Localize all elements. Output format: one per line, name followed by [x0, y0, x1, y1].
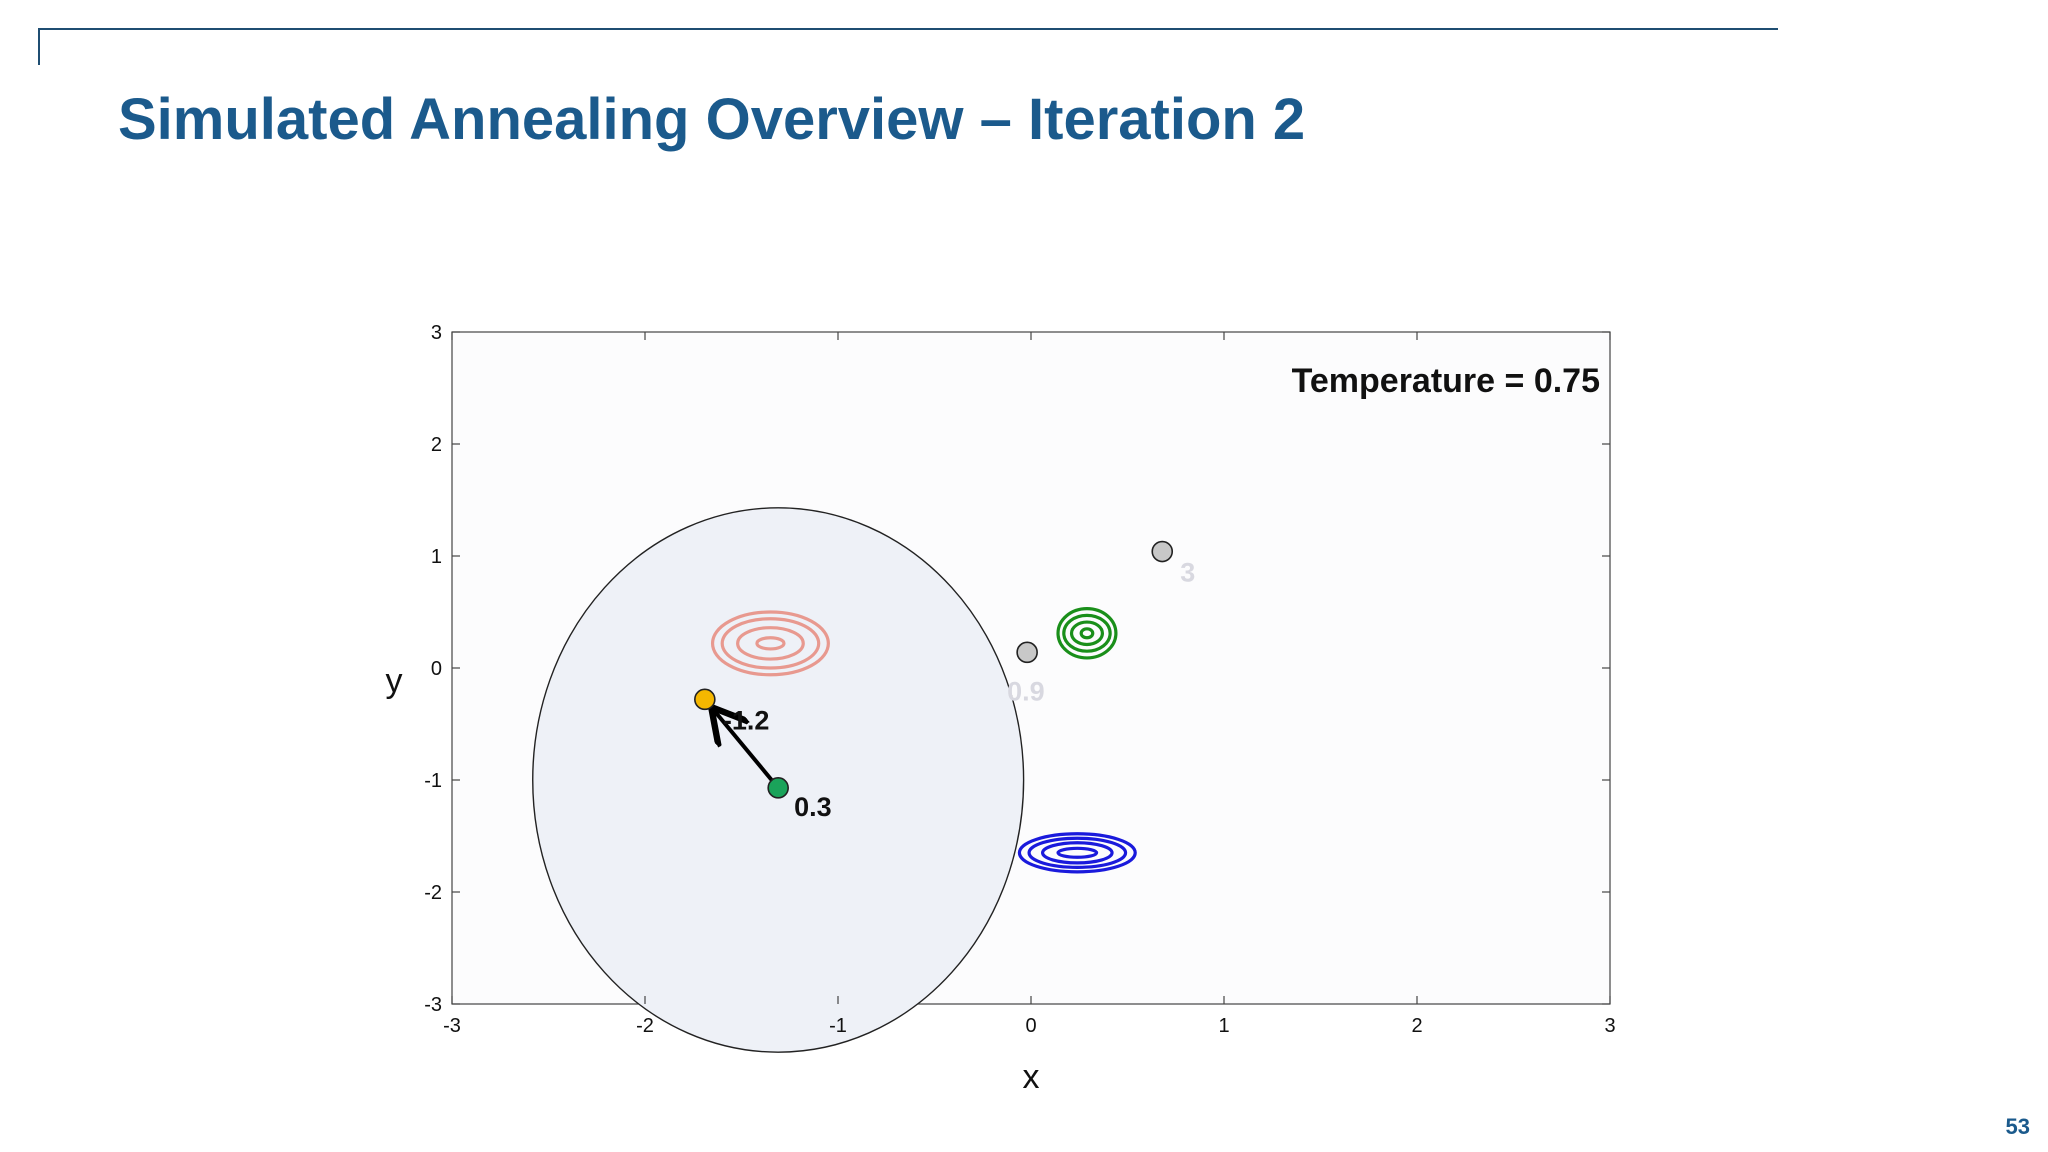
point-marker — [1016, 641, 1038, 664]
contour-1-level-2 — [1062, 613, 1112, 653]
contour-1-level-0 — [1079, 627, 1095, 640]
tick-layer: -3 -2 -1 0 1 2 3 3 2 1 0 -1 -2 -3 — [424, 322, 1615, 1037]
point-label: 0.9 — [1007, 676, 1045, 706]
y-tick-label: -2 — [424, 882, 442, 904]
x-tick-label: 1 — [1218, 1015, 1229, 1037]
contour-0-level-3 — [710, 610, 830, 677]
top-frame-line — [38, 28, 1778, 30]
point-label: -1.2 — [723, 705, 770, 735]
x-axis-label: x — [1023, 1058, 1040, 1096]
contour-2-level-0 — [1056, 846, 1099, 859]
contour-0-level-1 — [736, 626, 805, 661]
x-tick-label: -1 — [829, 1015, 847, 1037]
point-label: 3 — [1180, 558, 1195, 588]
y-tick-label: 0 — [431, 658, 442, 680]
slide-title: Simulated Annealing Overview – Iteration… — [118, 87, 1306, 152]
contour-0-level-0 — [755, 636, 786, 651]
y-tick-label: -3 — [424, 994, 442, 1016]
point-layer: 0.3 -1.2 0.9 3 — [694, 540, 1195, 822]
contour-2-level-1 — [1040, 841, 1114, 865]
page-number: 53 — [2005, 1114, 2030, 1139]
contour-1-level-3 — [1056, 607, 1118, 660]
x-tick-label: 0 — [1025, 1015, 1036, 1037]
contour-0-level-2 — [720, 617, 821, 670]
y-tick-label: -1 — [424, 770, 442, 792]
y-axis-label: y — [386, 662, 403, 700]
point-marker — [1151, 540, 1174, 563]
contour-layer — [710, 607, 1137, 874]
y-tick-label: 2 — [431, 434, 442, 456]
move-arrow — [714, 710, 780, 790]
contour-1-level-1 — [1069, 620, 1105, 647]
arrow-layer — [714, 710, 780, 790]
x-tick-label: 3 — [1604, 1015, 1615, 1037]
x-tick-label: -3 — [443, 1015, 461, 1037]
x-tick-label: 2 — [1411, 1015, 1422, 1037]
contour-2-level-3 — [1017, 832, 1137, 874]
x-tick-label: -2 — [636, 1015, 654, 1037]
left-frame-tick — [38, 28, 40, 65]
point-marker — [694, 688, 716, 711]
contour-2-level-2 — [1027, 836, 1128, 869]
point-marker — [767, 777, 789, 799]
temperature-annotation: Temperature = 0.75 — [1292, 362, 1600, 400]
point-label: 0.3 — [794, 792, 832, 822]
y-tick-label: 3 — [431, 322, 442, 344]
y-tick-label: 1 — [431, 546, 442, 568]
